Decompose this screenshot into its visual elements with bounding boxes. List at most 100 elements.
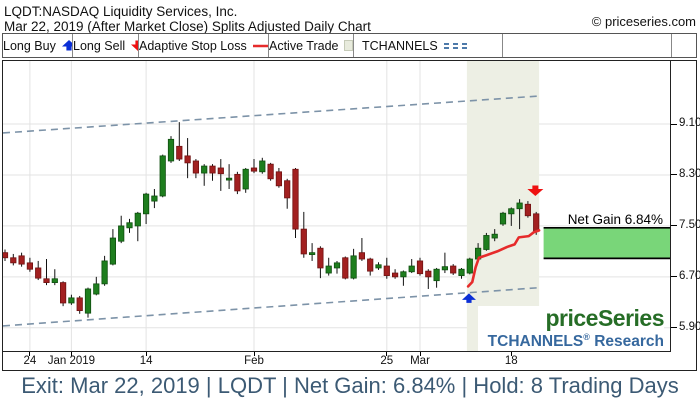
y-axis-tick [671,327,677,329]
legend-end-cell [672,34,696,57]
legend-item-long-buy: Long Buy [3,34,73,57]
candle-body [416,260,424,275]
candle-body [325,265,332,274]
candle-body [118,225,125,242]
brand-watermark: priceSeries [545,304,664,331]
candle-body [134,212,141,227]
y-axis-tick [671,276,677,278]
x-axis-tick [70,352,72,356]
y-axis-label: 5.90 [679,320,700,333]
upper-channel-line [3,95,540,134]
page-title: LQDT:NASDAQ Liquidity Services, Inc. [4,4,238,19]
candle-body [225,177,233,181]
x-axis-tick [253,352,255,356]
candle-body [126,222,133,229]
candle-body [450,265,457,274]
x-axis-label: 24 [23,355,37,367]
legend-item-active-trade: Active Trade [269,34,354,57]
x-axis-label: Mar [410,355,430,367]
x-axis-tick [29,352,31,356]
candle-body [250,167,258,172]
candle-body [358,252,366,260]
x-axis-label: 14 [139,355,153,367]
candle-body [209,165,216,174]
candle-body [400,271,407,278]
copyright: © priceseries.com [591,14,696,29]
candle-body [234,173,241,192]
header: LQDT:NASDAQ Liquidity Services, Inc. Mar… [4,4,371,34]
legend-label-tchannels: TCHANNELS [362,38,438,53]
candle-body [367,258,374,272]
legend-item-tchannels: TCHANNELS [354,34,503,57]
candle-body [43,278,50,283]
legend-label-long-buy: Long Buy [3,38,56,53]
candle-body [391,272,399,278]
candle-body [375,264,382,269]
active-trade-swatch-icon [344,40,353,51]
candle-body [333,262,341,269]
candle-body [308,252,316,255]
candle-body [408,265,415,273]
y-axis-label: 7.50 [679,218,700,231]
watermark-research: Research [589,333,664,350]
candle-body [93,283,100,295]
candle-body [458,268,465,276]
candle-body [433,268,440,282]
candle-body [350,255,357,279]
candle-body [18,255,25,265]
candle-body [151,195,158,202]
candle-body [441,266,449,271]
buy-marker-up-arrow-icon [461,293,476,303]
registered-mark: ® [583,331,590,342]
y-axis: 9.10 8.30 7.50 6.70 5.90 [671,61,700,352]
candle-body [383,265,390,276]
y-axis-label: 8.30 [679,167,700,180]
y-axis-tick [671,123,677,125]
candle-body [524,203,532,217]
candle-body [60,282,67,304]
legend-label-active-trade: Active Trade [269,38,339,53]
candle-body [317,247,324,269]
legend-label-adaptive-stop-loss: Adaptive Stop Loss [139,38,247,53]
legend: Long Buy Long Sell Adaptive Stop Loss Ac… [2,33,697,58]
x-axis-tick [510,352,512,356]
candle-body [425,270,432,278]
candle-body [242,168,249,190]
x-axis-label: Jan 2019 [47,355,96,367]
candle-body [533,213,540,232]
candle-body [68,297,75,304]
legend-item-adaptive-stop-loss: Adaptive Stop Loss [139,34,269,57]
candle-body [292,168,299,230]
x-axis-label: Feb [244,355,264,367]
candle-body [499,212,507,225]
long-buy-up-arrow-icon [61,40,72,51]
candle-body [491,233,498,239]
candle-body [51,278,58,283]
candle-body [217,167,224,175]
net-gain-label: Net Gain 6.84% [568,212,663,227]
candle-body [267,163,274,180]
candle-body [159,155,166,197]
y-axis-tick [671,225,677,227]
candle-body [192,160,199,174]
lower-channel-line [3,286,540,327]
candle-body [167,138,175,162]
research-watermark: TCHANNELS® Research [488,329,664,350]
candle-body [101,260,108,285]
x-axis-tick [386,352,388,356]
candle-body [84,288,92,314]
net-gain-box [543,227,670,259]
y-axis-label: 6.70 [679,269,700,282]
candle-body [259,160,266,173]
footer-caption: Exit: Mar 22, 2019 | LQDT | Net Gain: 6.… [0,372,700,400]
candle-body [10,257,17,264]
x-axis-tick [419,352,421,356]
candle-body [176,145,183,160]
x-axis-label: 25 [380,355,394,367]
candle-body [466,258,473,274]
watermark-tchannels: TCHANNELS [487,333,584,350]
adaptive-stop-loss-line [466,229,541,288]
long-sell-down-arrow-icon [131,40,138,51]
candle-body [516,202,523,210]
